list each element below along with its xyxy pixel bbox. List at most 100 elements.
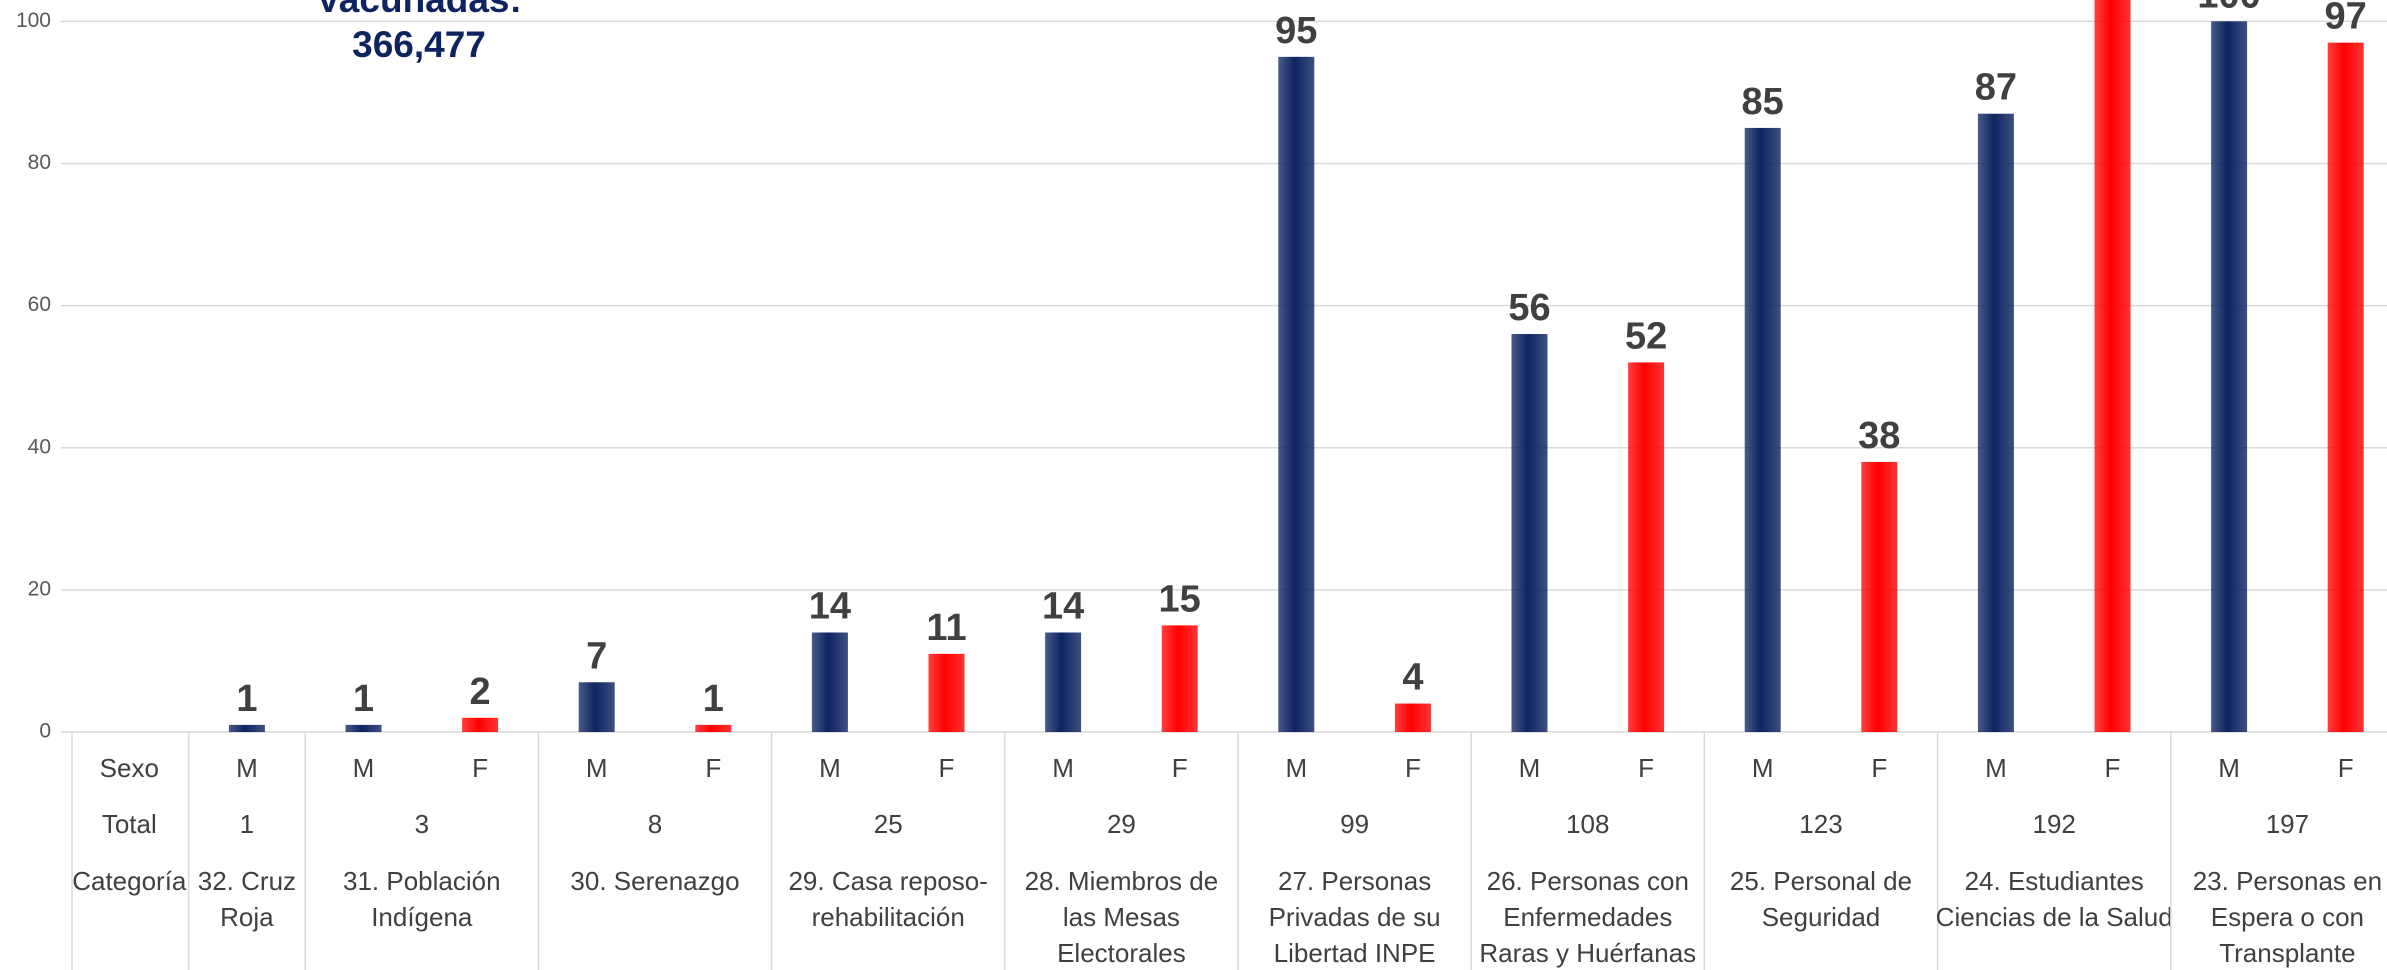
row-label: Categoría [72, 866, 187, 896]
bar [2094, 0, 2131, 733]
category-label: 26. Personas con [1487, 866, 1689, 896]
sex-label: F [472, 753, 488, 783]
bar [1161, 625, 1198, 732]
sex-label: F [1871, 753, 1887, 783]
category-label: Electorales [1057, 938, 1186, 968]
data-label: 1 [703, 678, 724, 720]
category-label: Enfermedades [1503, 902, 1672, 932]
bar [928, 653, 965, 732]
bar [1394, 703, 1431, 732]
data-label: 85 [1742, 81, 1784, 123]
category-label: 31. Población [343, 866, 501, 896]
category-label: Indígena [371, 902, 473, 932]
sex-label: M [819, 753, 841, 783]
data-label: 1 [236, 678, 257, 720]
data-label: 14 [1042, 586, 1084, 628]
total-label: 197 [2266, 809, 2309, 839]
sex-label: M [1519, 753, 1541, 783]
total-label: 123 [1799, 809, 1842, 839]
data-label: 56 [1508, 287, 1550, 329]
annotation: 366,477 [352, 24, 486, 65]
annotation: Vacunadas: [316, 0, 522, 20]
total-label: 3 [415, 809, 429, 839]
data-label: 100 [2197, 0, 2260, 16]
y-tick-label: 100 [16, 9, 51, 32]
category-label: Transplante [2219, 938, 2355, 968]
bar [1744, 127, 1781, 732]
sex-label: M [1052, 753, 1074, 783]
bar [228, 724, 265, 732]
total-label: 192 [2033, 809, 2076, 839]
bar [462, 717, 499, 732]
data-label: 87 [1975, 67, 2017, 109]
row-label: Total [102, 809, 157, 839]
sex-label: M [1752, 753, 1774, 783]
category-label: Raras y Huérfanas [1479, 938, 1696, 968]
total-label: 1 [240, 809, 254, 839]
y-tick-label: 40 [28, 435, 51, 458]
y-tick-label: 20 [28, 577, 51, 600]
data-label: 2 [470, 671, 491, 713]
category-label: Espera o con [2211, 902, 2364, 932]
bar [811, 632, 848, 732]
category-label: Roja [220, 902, 274, 932]
bar [1628, 362, 1665, 732]
category-label: 29. Casa reposo- [788, 866, 987, 896]
category-label: rehabilitación [812, 902, 965, 932]
category-label: Libertad INPE [1274, 938, 1436, 968]
bar [2211, 21, 2248, 733]
sex-label: F [1638, 753, 1654, 783]
sex-label: M [2218, 753, 2240, 783]
bar [1977, 113, 2014, 732]
bar [345, 724, 382, 732]
category-label: 23. Personas en [2193, 866, 2382, 896]
data-label: 52 [1625, 315, 1667, 357]
sex-label: F [2105, 753, 2121, 783]
bar [2327, 42, 2364, 733]
total-label: 29 [1107, 809, 1136, 839]
y-tick-label: 60 [28, 293, 51, 316]
sex-label: M [1285, 753, 1307, 783]
data-label: 7 [586, 635, 607, 677]
sex-label: F [2338, 753, 2354, 783]
bar [1045, 632, 1082, 732]
sex-label: M [353, 753, 375, 783]
data-label: 38 [1858, 415, 1900, 457]
sex-label: M [236, 753, 258, 783]
sex-label: F [939, 753, 955, 783]
category-label: las Mesas [1063, 902, 1180, 932]
total-label: 25 [874, 809, 903, 839]
data-label: 95 [1275, 10, 1317, 52]
category-label: 25. Personal de [1730, 866, 1912, 896]
category-label: 30. Serenazgo [570, 866, 739, 896]
bar [1861, 461, 1898, 732]
bar [695, 724, 732, 732]
row-label: Sexo [100, 753, 159, 783]
category-label: 24. Estudiantes [1965, 866, 2144, 896]
category-label: Seguridad [1762, 902, 1881, 932]
category-label: 32. Cruz [198, 866, 296, 896]
bar [1511, 334, 1548, 732]
data-label: 1 [353, 678, 374, 720]
category-label: Ciencias de la Salud [1936, 902, 2173, 932]
bar [578, 682, 615, 732]
category-label: Privadas de su [1269, 902, 1441, 932]
data-label: 97 [2325, 0, 2367, 38]
total-label: 8 [648, 809, 662, 839]
y-tick-label: 80 [28, 151, 51, 174]
data-label: 14 [809, 586, 851, 628]
data-label: 15 [1159, 578, 1201, 620]
total-label: 108 [1566, 809, 1609, 839]
data-label: 4 [1402, 657, 1423, 699]
data-label: 11 [926, 607, 966, 649]
bar [1278, 56, 1315, 732]
sex-label: M [1985, 753, 2007, 783]
sex-label: F [705, 753, 721, 783]
y-tick-label: 0 [39, 720, 51, 743]
category-label: 28. Miembros de [1025, 866, 1219, 896]
sex-label: F [1172, 753, 1188, 783]
category-label: 27. Personas [1278, 866, 1431, 896]
sex-label: M [586, 753, 608, 783]
